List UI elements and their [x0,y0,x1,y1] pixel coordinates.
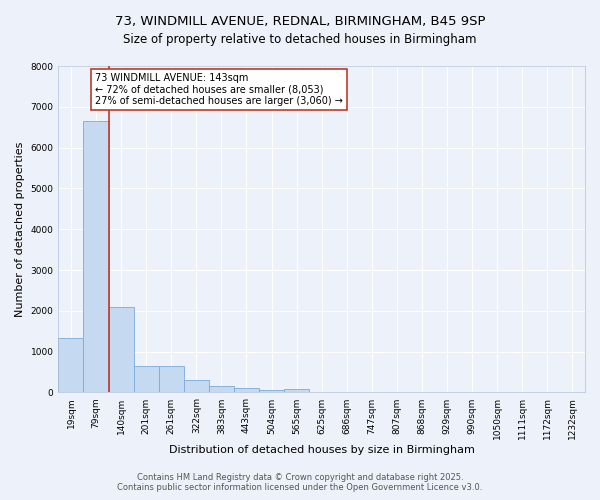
Bar [284,389,309,392]
Bar [109,307,134,392]
Bar [58,338,83,392]
Text: 73 WINDMILL AVENUE: 143sqm
← 72% of detached houses are smaller (8,053)
27% of s: 73 WINDMILL AVENUE: 143sqm ← 72% of deta… [95,72,343,106]
Text: Size of property relative to detached houses in Birmingham: Size of property relative to detached ho… [123,32,477,46]
Y-axis label: Number of detached properties: Number of detached properties [15,142,25,317]
Text: Contains HM Land Registry data © Crown copyright and database right 2025.
Contai: Contains HM Land Registry data © Crown c… [118,473,482,492]
Bar [184,380,209,392]
Text: 73, WINDMILL AVENUE, REDNAL, BIRMINGHAM, B45 9SP: 73, WINDMILL AVENUE, REDNAL, BIRMINGHAM,… [115,15,485,28]
Bar [209,386,234,392]
Bar [259,390,284,392]
Bar [159,366,184,392]
Bar [134,366,159,392]
X-axis label: Distribution of detached houses by size in Birmingham: Distribution of detached houses by size … [169,445,475,455]
Bar [83,121,109,392]
Bar [234,388,259,392]
